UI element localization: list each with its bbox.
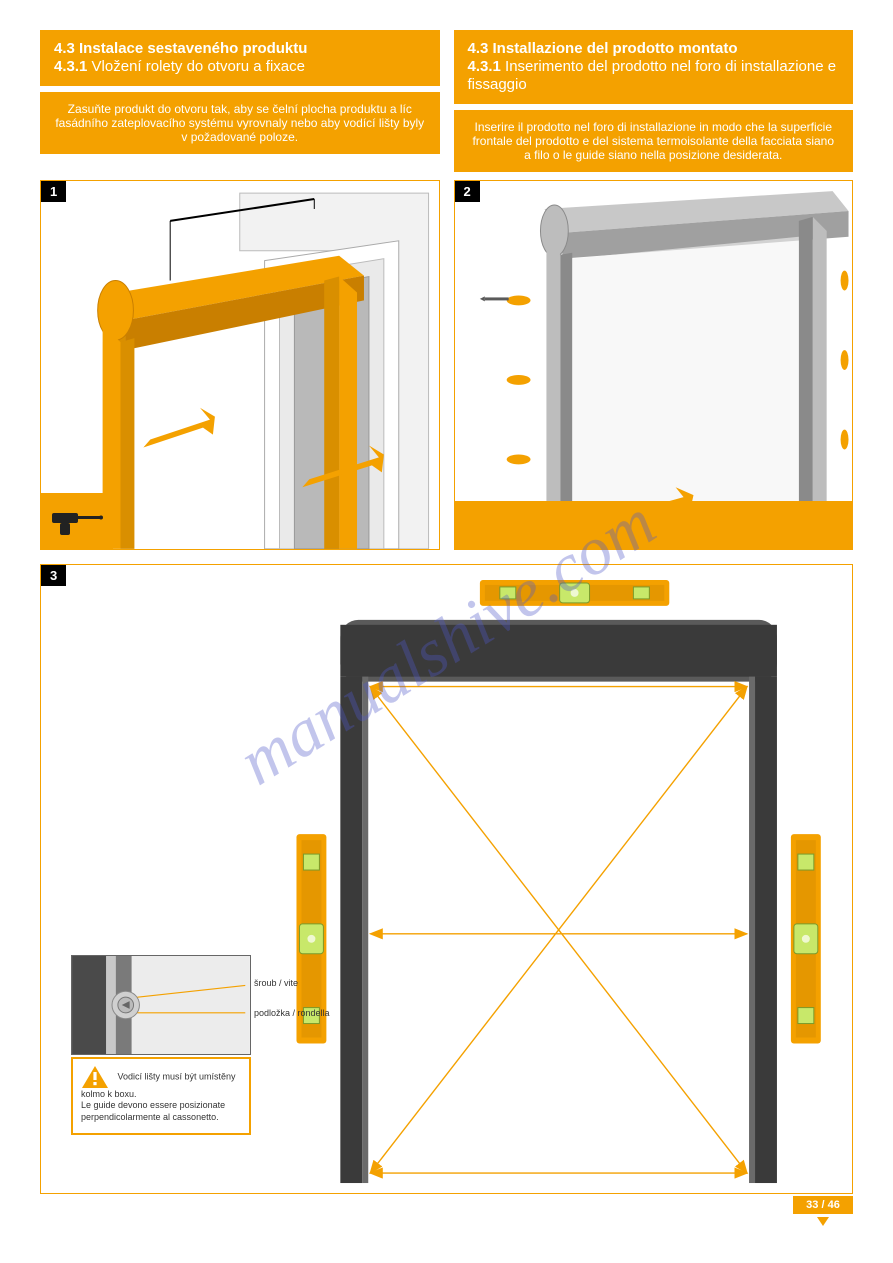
step-2-illustration: [455, 181, 853, 549]
inset-washer-label: podložka / rondella: [254, 1008, 330, 1018]
left-title-prefix: 4.3.1: [54, 58, 87, 75]
page-number: 33 / 46: [793, 1196, 853, 1214]
left-title-line2: Vložení rolety do otvoru a fixace: [92, 58, 305, 75]
left-title-box: 4.3 Instalace sestaveného produktu 4.3.1…: [40, 30, 440, 86]
right-title-box: 4.3 Installazione del prodotto montato 4…: [454, 30, 854, 104]
right-title-line2: Inserimento del prodotto nel foro di ins…: [468, 58, 837, 93]
inset-caption-box: Vodicí lišty musí být umístěny kolmo k b…: [71, 1057, 251, 1135]
page-footer: 33 / 46: [793, 1196, 853, 1224]
inset-screw-label: šroub / vite: [254, 978, 298, 988]
left-title-line1: 4.3 Instalace sestaveného produktu: [54, 40, 307, 57]
page-footer-arrow-icon: [793, 1217, 853, 1227]
left-subtitle-text: Zasuňte produkt do otvoru tak, aby se če…: [55, 102, 424, 144]
step-2-footer-band: [455, 501, 853, 549]
drill-icon-badge: [41, 493, 113, 549]
right-title-prefix: 4.3.1: [468, 58, 501, 75]
drill-icon: [50, 505, 104, 537]
step-3-panel: 3: [40, 564, 853, 1194]
right-subtitle-box: Inserire il prodotto nel foro di install…: [454, 110, 854, 172]
step-1-panel: 1: [40, 180, 440, 550]
inset-detail-photo: šroub / vite podložka / rondella: [71, 955, 251, 1055]
warning-icon: [81, 1065, 109, 1089]
step-3-badge: 3: [41, 565, 66, 586]
right-subtitle-text: Inserire il prodotto nel foro di install…: [472, 120, 834, 162]
step-2-badge: 2: [455, 181, 480, 202]
step-2-panel: 2: [454, 180, 854, 550]
step-1-badge: 1: [41, 181, 66, 202]
right-title-line1: 4.3 Installazione del prodotto montato: [468, 40, 738, 57]
left-subtitle-box: Zasuňte produkt do otvoru tak, aby se če…: [40, 92, 440, 154]
